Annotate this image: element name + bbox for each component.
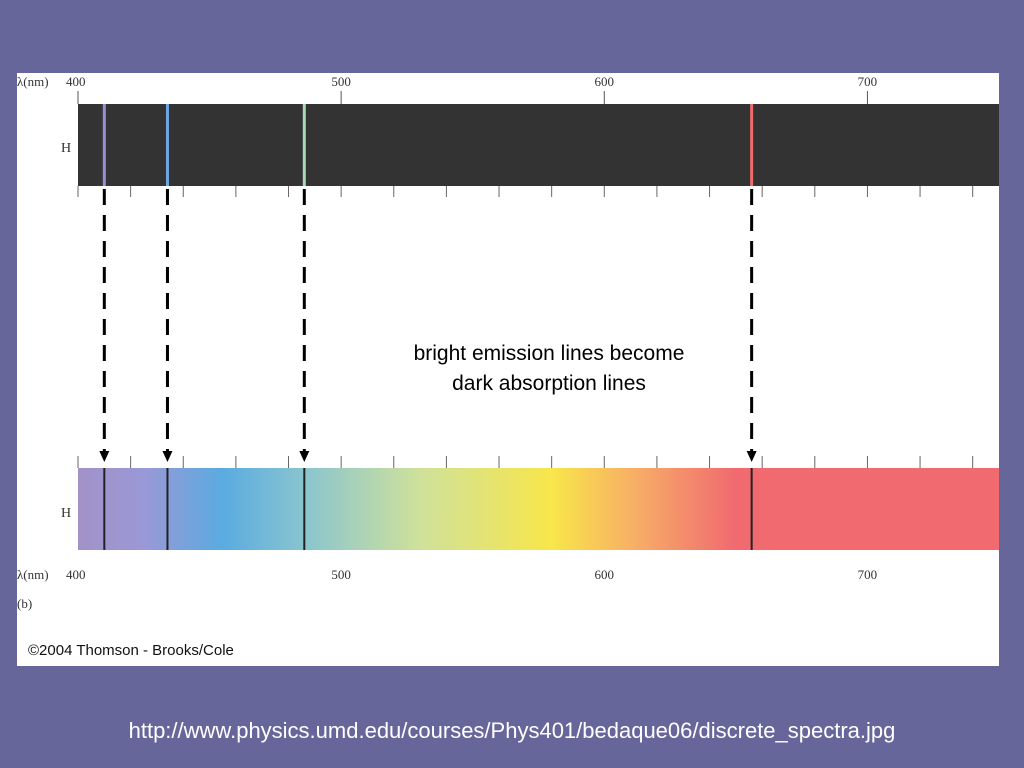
connector-arrows xyxy=(99,189,757,462)
emission-spectrum-bar xyxy=(78,104,999,186)
bottom-tick-label: 500 xyxy=(331,567,351,582)
bottom-axis-ticks: 400 500 600 700 xyxy=(66,567,877,582)
top-tick-label: 700 xyxy=(858,74,878,89)
figure-panel: λ(nm) 400 500 600 700 H H λ(nm) 400 500 600 70… xyxy=(17,73,999,666)
absorption-spectrum-bar xyxy=(78,468,999,550)
caption-line-2: dark absorption lines xyxy=(452,372,646,395)
panel-label: (b) xyxy=(17,596,32,611)
absorption-element-label: H xyxy=(61,506,71,521)
bottom-axis-unit-label: λ(nm) xyxy=(17,567,49,582)
top-axis-ticks: 400 500 600 700 xyxy=(66,74,974,197)
top-axis-unit-label: λ(nm) xyxy=(17,74,49,89)
arrow-head xyxy=(99,451,110,462)
absorption-lines xyxy=(103,468,753,550)
spectra-figure: λ(nm) 400 500 600 700 H H λ(nm) 400 500 600 70… xyxy=(17,74,999,611)
bottom-tick-label: 400 xyxy=(66,567,86,582)
top-tick-label: 500 xyxy=(331,74,351,89)
emission-line xyxy=(302,104,306,186)
arrow-head xyxy=(299,451,310,462)
emission-element-label: H xyxy=(61,141,71,156)
emission-line xyxy=(102,104,106,186)
bottom-tick-label: 600 xyxy=(595,567,615,582)
bottom-tick-label: 700 xyxy=(858,567,878,582)
emission-line xyxy=(165,104,169,186)
top-tick-label: 400 xyxy=(66,74,86,89)
arrow-head xyxy=(162,451,173,462)
emission-line xyxy=(750,104,754,186)
emission-lines xyxy=(102,104,754,186)
top-tick-label: 600 xyxy=(595,74,615,89)
copyright-notice: ©2004 Thomson - Brooks/Cole xyxy=(28,642,234,659)
caption: bright emission lines become dark absorp… xyxy=(369,339,729,399)
bottom-axis-minor-ticks xyxy=(77,456,974,468)
source-url[interactable]: http://www.physics.umd.edu/courses/Phys4… xyxy=(128,718,896,743)
caption-line-1: bright emission lines become xyxy=(413,342,685,365)
arrow-head xyxy=(746,451,757,462)
